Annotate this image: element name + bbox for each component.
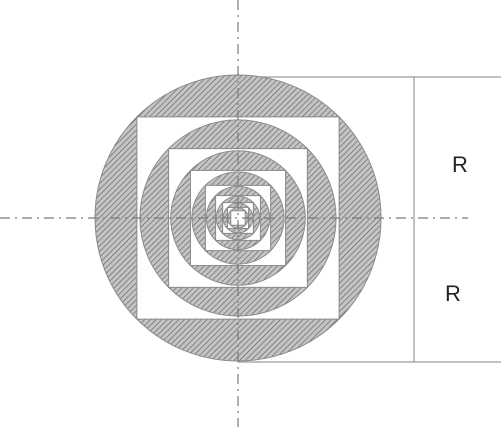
- centerlines: [0, 0, 468, 427]
- dimension-bracket: [238, 76, 501, 363]
- lower-radius-label: R: [445, 281, 461, 306]
- upper-radius-label: R: [452, 152, 468, 177]
